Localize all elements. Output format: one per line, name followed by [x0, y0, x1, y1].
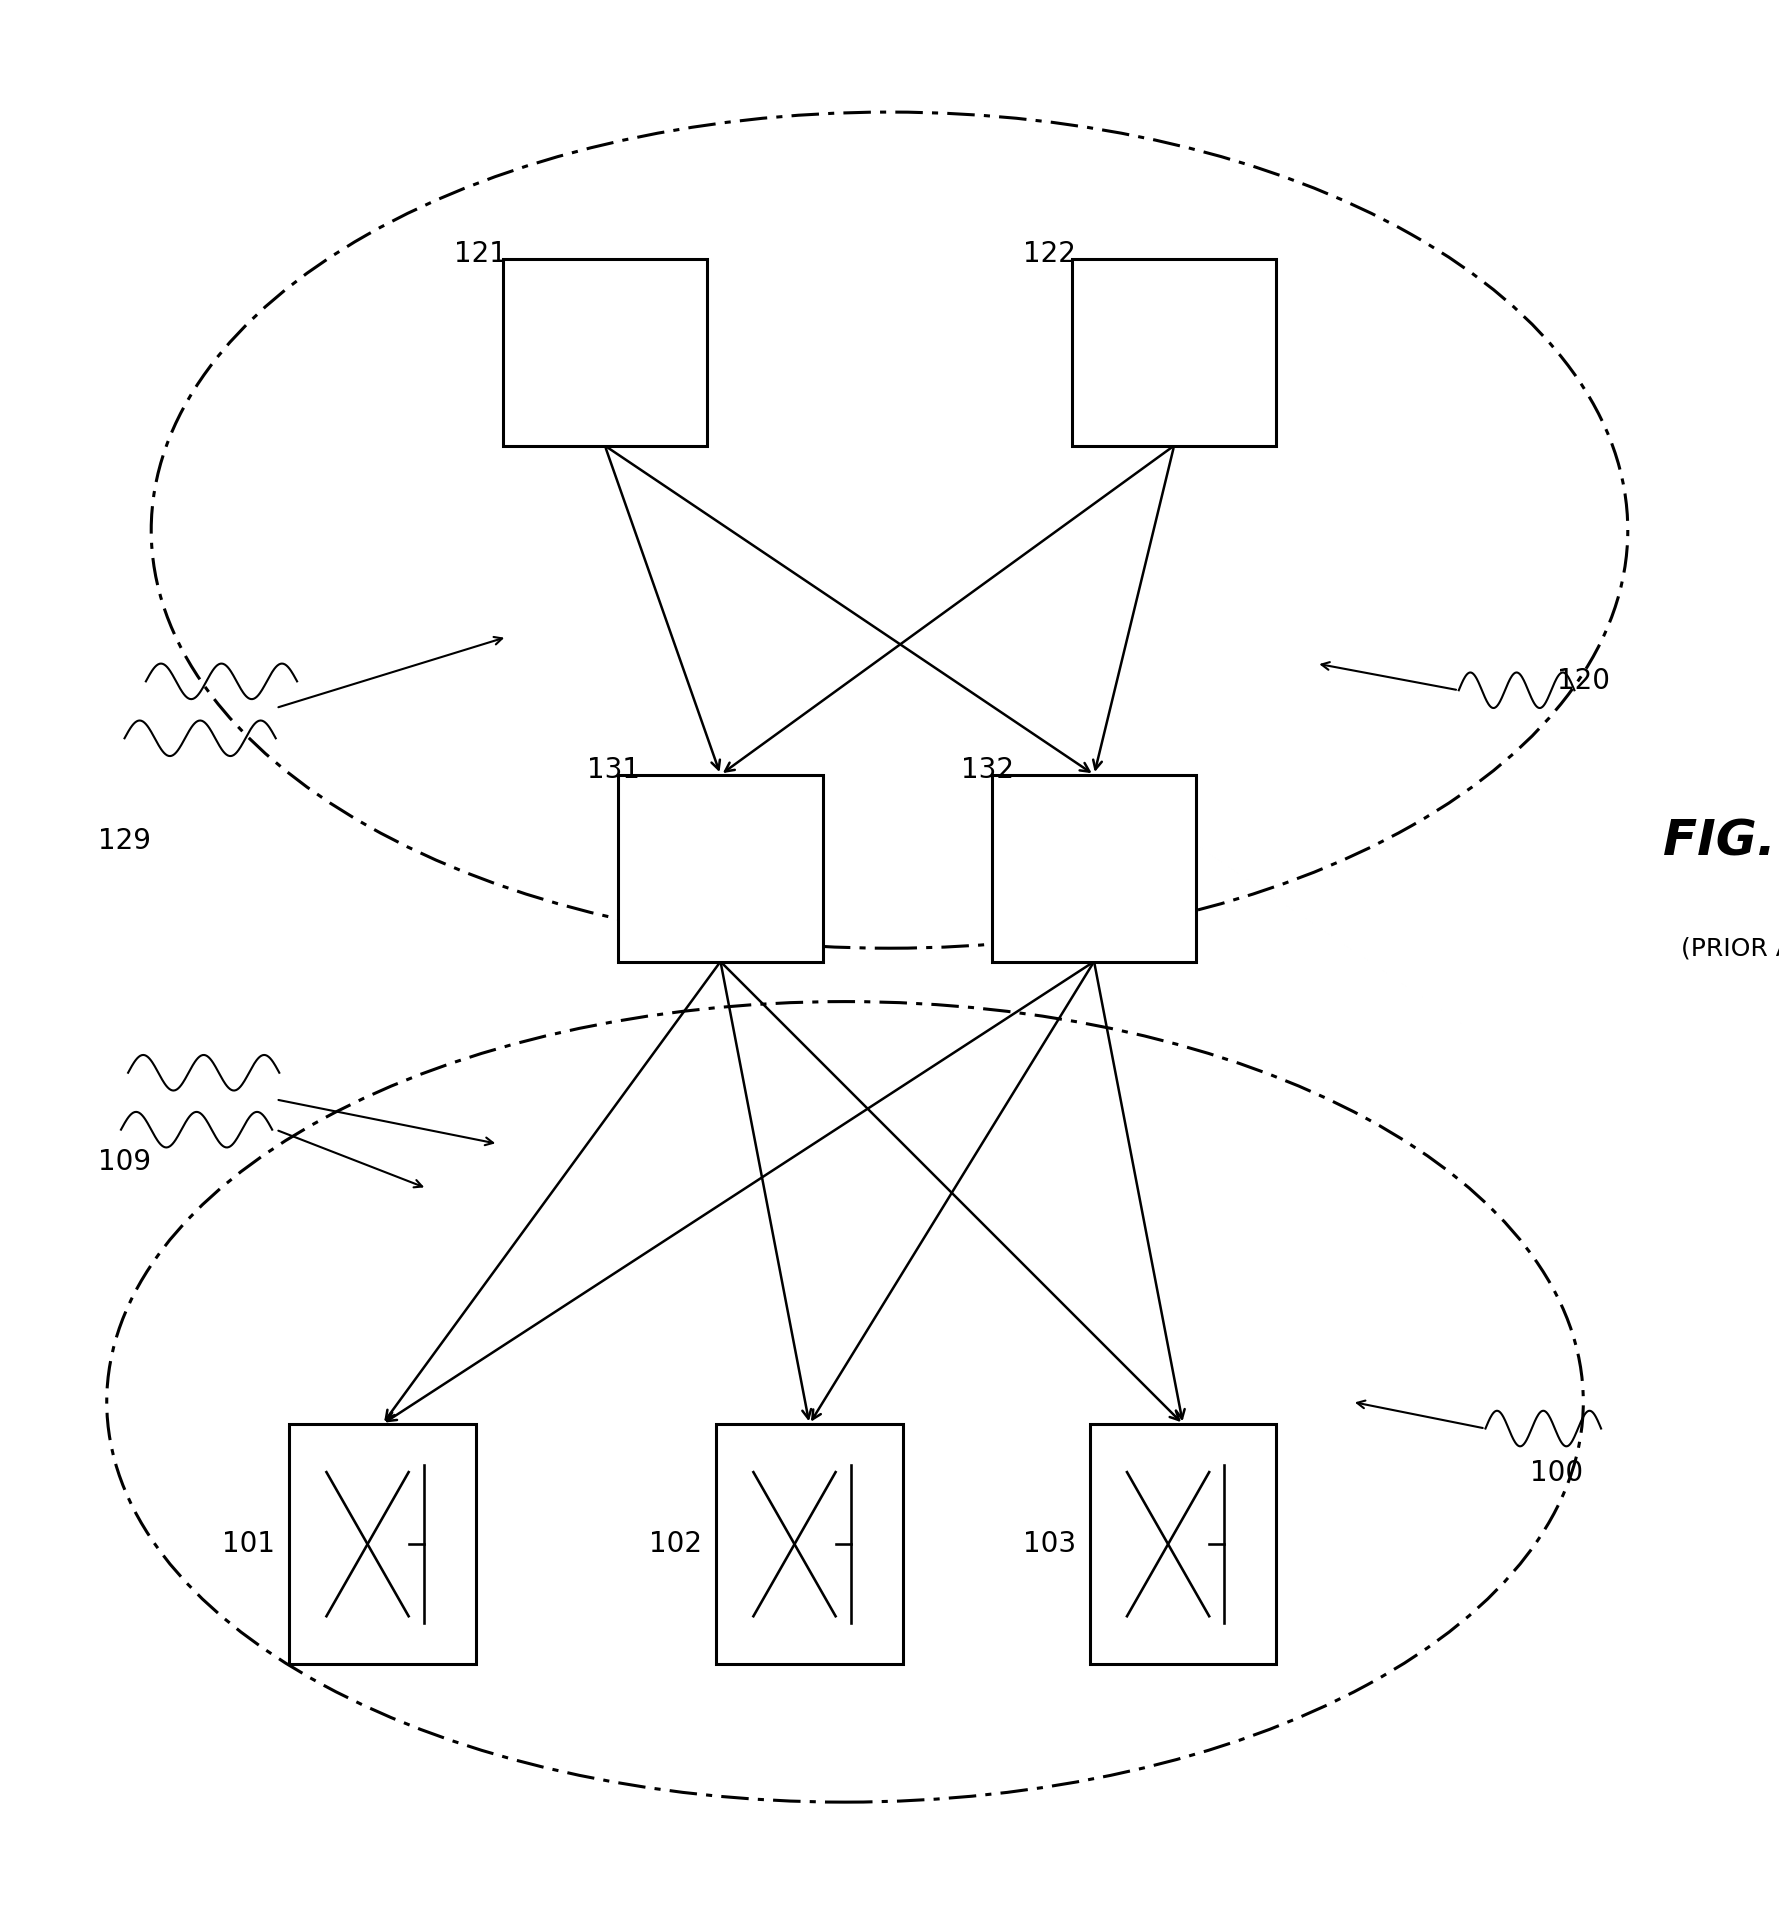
Text: 120: 120: [1557, 667, 1610, 696]
Text: 103: 103: [1023, 1530, 1076, 1559]
Text: (PRIOR ART): (PRIOR ART): [1681, 937, 1779, 960]
Bar: [1071, 259, 1277, 446]
Text: 109: 109: [98, 1148, 151, 1177]
Bar: [715, 1424, 904, 1663]
Text: 131: 131: [587, 755, 640, 784]
Text: 100: 100: [1530, 1459, 1583, 1488]
Text: 129: 129: [98, 827, 151, 856]
Text: 102: 102: [649, 1530, 703, 1559]
Bar: [503, 259, 708, 446]
Text: 132: 132: [961, 755, 1014, 784]
Text: 121: 121: [454, 240, 507, 269]
Text: 122: 122: [1023, 240, 1076, 269]
Bar: [993, 775, 1195, 962]
Bar: [290, 1424, 477, 1663]
Text: 101: 101: [222, 1530, 276, 1559]
Text: FIG. 1: FIG. 1: [1663, 817, 1779, 866]
Bar: [619, 775, 824, 962]
Bar: [1089, 1424, 1276, 1663]
